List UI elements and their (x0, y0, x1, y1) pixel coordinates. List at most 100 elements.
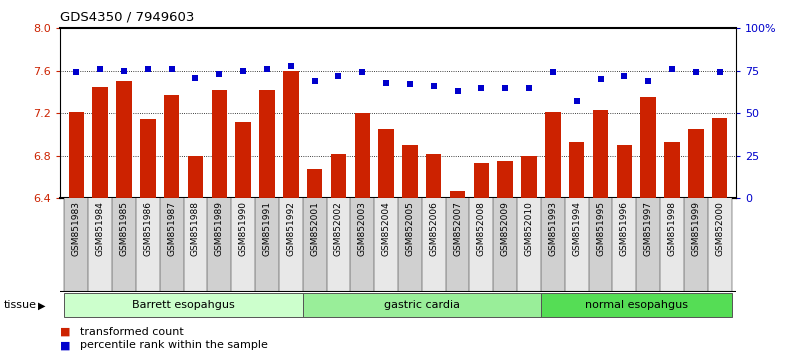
Text: GSM852004: GSM852004 (381, 201, 391, 256)
Bar (541, 293, 732, 317)
Text: GSM852000: GSM852000 (715, 201, 724, 256)
Bar (255, 198, 279, 292)
Point (356, 70, 369, 75)
Text: GSM851989: GSM851989 (215, 201, 224, 256)
Text: GSM851985: GSM851985 (119, 201, 128, 256)
Bar (188, 156, 203, 198)
Text: ■: ■ (60, 327, 70, 337)
Bar (330, 154, 346, 198)
Text: GSM852003: GSM852003 (357, 201, 367, 256)
Text: GSM851988: GSM851988 (191, 201, 200, 256)
Bar (136, 198, 160, 292)
Text: GSM851990: GSM851990 (239, 201, 248, 256)
Bar (612, 198, 636, 292)
Point (308, 78, 321, 84)
Bar (450, 191, 466, 198)
Bar (688, 129, 704, 198)
Point (427, 83, 440, 89)
Bar (398, 198, 422, 292)
Bar (164, 95, 179, 198)
Text: GSM851987: GSM851987 (167, 201, 176, 256)
Bar (712, 118, 728, 198)
Text: ▶: ▶ (38, 300, 45, 310)
Bar (446, 198, 470, 292)
Bar (517, 198, 541, 292)
Bar (422, 198, 446, 292)
Bar (588, 198, 612, 292)
Text: GSM851998: GSM851998 (668, 201, 677, 256)
Point (689, 70, 702, 75)
Bar (208, 198, 231, 292)
Bar (68, 112, 84, 198)
Text: GSM851999: GSM851999 (691, 201, 700, 256)
Bar (374, 198, 398, 292)
Bar (664, 142, 680, 198)
Bar (112, 198, 136, 292)
Bar (498, 161, 513, 198)
Bar (212, 90, 227, 198)
Point (142, 66, 154, 72)
Text: gastric cardia: gastric cardia (384, 300, 460, 310)
Bar (236, 122, 251, 198)
Point (332, 73, 345, 79)
Point (475, 85, 488, 91)
Bar (617, 145, 632, 198)
Bar (541, 198, 565, 292)
Text: tissue: tissue (4, 300, 37, 310)
Text: GSM851991: GSM851991 (263, 201, 271, 256)
Text: GSM852001: GSM852001 (310, 201, 319, 256)
Text: Barrett esopahgus: Barrett esopahgus (132, 300, 235, 310)
Point (499, 85, 512, 91)
Point (547, 70, 560, 75)
Bar (350, 198, 374, 292)
Text: GSM851984: GSM851984 (96, 201, 105, 256)
Bar (92, 87, 108, 198)
Text: ■: ■ (60, 340, 70, 350)
Point (523, 85, 536, 91)
Text: normal esopahgus: normal esopahgus (585, 300, 688, 310)
Point (189, 75, 202, 80)
Point (213, 72, 226, 77)
Point (618, 73, 630, 79)
Bar (184, 198, 208, 292)
Point (94, 66, 107, 72)
Bar (302, 198, 326, 292)
Point (284, 63, 297, 69)
Bar (160, 198, 184, 292)
Point (118, 68, 131, 74)
Text: GSM852007: GSM852007 (453, 201, 462, 256)
Text: GDS4350 / 7949603: GDS4350 / 7949603 (60, 11, 194, 24)
Point (166, 66, 178, 72)
Text: GSM851997: GSM851997 (644, 201, 653, 256)
Text: transformed count: transformed count (80, 327, 183, 337)
Point (594, 76, 607, 82)
Bar (684, 198, 708, 292)
Bar (565, 198, 588, 292)
Bar (279, 198, 302, 292)
Bar (521, 156, 537, 198)
Point (642, 78, 654, 84)
Bar (307, 169, 322, 198)
Text: GSM851986: GSM851986 (143, 201, 152, 256)
Bar (494, 198, 517, 292)
Text: percentile rank within the sample: percentile rank within the sample (80, 340, 267, 350)
Point (404, 81, 416, 87)
Bar (88, 198, 112, 292)
Point (236, 68, 249, 74)
Bar (545, 112, 560, 198)
Text: GSM852010: GSM852010 (525, 201, 533, 256)
Bar (64, 198, 88, 292)
Point (451, 88, 464, 94)
Bar (470, 198, 494, 292)
Bar (354, 113, 370, 198)
Bar (636, 198, 660, 292)
Text: GSM851993: GSM851993 (548, 201, 557, 256)
Text: GSM852002: GSM852002 (334, 201, 343, 256)
Text: GSM851994: GSM851994 (572, 201, 581, 256)
Point (260, 66, 273, 72)
Point (713, 70, 726, 75)
Text: GSM852006: GSM852006 (429, 201, 439, 256)
Bar (140, 119, 155, 198)
Bar (708, 198, 732, 292)
Point (70, 70, 83, 75)
